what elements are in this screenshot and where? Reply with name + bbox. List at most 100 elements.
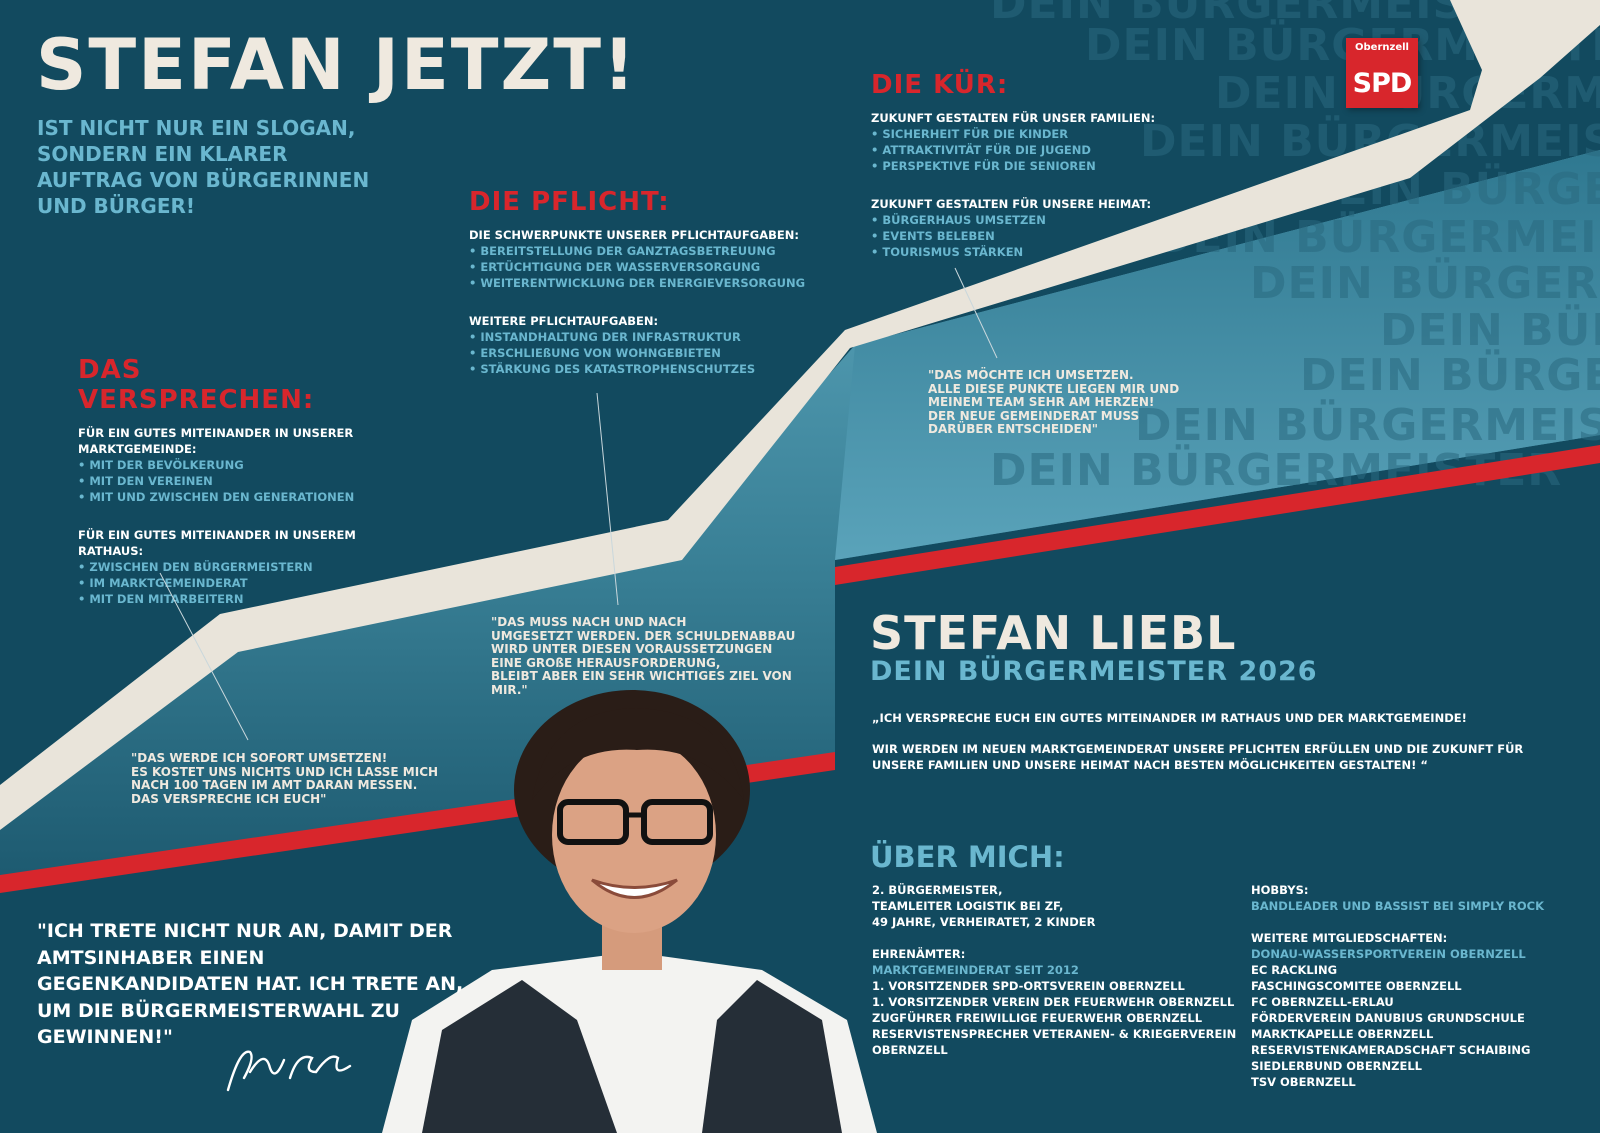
kuer-group1-list: SICHERHEIT FÜR DIE KINDER ATTRAKTIVITÄT … [871,126,1171,174]
versprechen-group1-list: MIT DER BEVÖLKERUNG MIT DEN VEREINEN MIT… [78,457,378,505]
versprechen-quote: "DAS WERDE ICH SOFORT UMSETZEN! ES KOSTE… [131,751,451,806]
versprechen-group2-heading: FÜR EIN GUTES MITEINANDER IN UNSEREM RAT… [78,528,356,558]
membership-item: EC RACKLING [1251,963,1338,977]
memberships-heading: WEITERE MITGLIEDSCHAFTEN: [1251,931,1448,945]
profile-line: TEAMLEITER LOGISTIK BEI ZF, [872,899,1064,913]
pflicht-group2-list: INSTANDHALTUNG DER INFRASTRUKTUR ERSCHLI… [469,329,809,377]
signature-stroke [226,1050,352,1092]
candidate-name: STEFAN LIEBL [870,606,1237,660]
list-item: BÜRGERHAUS UMSETZEN [871,212,1171,228]
pflicht-section: DIE PFLICHT: DIE SCHWERPUNKTE UNSERER PF… [469,187,809,377]
list-item: IM MARKTGEMEINDERAT [78,575,378,591]
list-item: ERTÜCHTIGUNG DER WASSERVERSORGUNG [469,259,809,275]
bottom-quote: "ICH TRETE NICHT NUR AN, DAMIT DER AMTSI… [37,920,464,1048]
vest-shape [702,980,842,1133]
hobbies-heading: HOBBYS: [1251,883,1309,897]
honorary-item: 1. VORSITZENDER VEREIN DER FEUERWEHR OBE… [872,995,1235,1009]
honorary-item: ZUGFÜHRER FREIWILLIGE FEUERWEHR OBERNZEL… [872,1011,1203,1025]
honorary-item: MARKTGEMEINDERAT SEIT 2012 [872,963,1079,977]
sub-slogan: IST NICHT NUR EIN SLOGAN, SONDERN EIN KL… [37,116,370,218]
logo-party-name: SPD [1352,68,1413,99]
headline: STEFAN JETZT! [36,24,637,106]
quote-line: MEINEM TEAM SEHR AM HERZEN! [928,395,1155,409]
quote-line: "DAS MUSS NACH UND NACH [491,615,687,629]
list-item: INSTANDHALTUNG DER INFRASTRUKTUR [469,329,809,345]
right-gradient-panel [835,150,1600,560]
quote-line: ALLE DIESE PUNKTE LIEGEN MIR UND [928,381,1180,396]
kuer-quote: "DAS MÖCHTE ICH UMSETZEN. ALLE DIESE PUN… [928,368,1188,437]
membership-item: FÖRDERVEREIN DANUBIUS GRUNDSCHULE [1251,1011,1525,1025]
list-item: MIT UND ZWISCHEN DEN GENERATIONEN [78,489,378,505]
quote-line: "DAS WERDE ICH SOFORT UMSETZEN! [131,751,388,765]
pflicht-title: DIE PFLICHT: [469,187,670,217]
quote-line: WIRD UNTER DIESEN VORAUSSETZUNGEN [491,642,773,656]
candidate-portrait [382,690,877,1133]
list-item: STÄRKUNG DES KATASTROPHENSCHUTZES [469,361,809,377]
hobbies-text: BANDLEADER UND BASSIST BEI SIMPLY ROCK [1251,899,1545,913]
list-item: PERSPEKTIVE FÜR DIE SENIOREN [871,158,1171,174]
versprechen-group2-list: ZWISCHEN DEN BÜRGERMEISTERN IM MARKTGEME… [78,559,378,607]
kuer-title: DIE KÜR: [871,70,1009,100]
membership-item: MARKTKAPELLE OBERNZELL [1251,1027,1434,1041]
watermark-line: DEIN BÜRGERMEISTER [1135,400,1600,451]
candidate-statement-2: WIR WERDEN IM NEUEN MARKTGEMEINDERAT UNS… [872,742,1524,772]
membership-item: FC OBERNZELL-ERLAU [1251,995,1394,1009]
quote-line: UMGESETZT WERDEN. DER SCHULDENABBAU [491,628,796,643]
pflicht-group1-list: BEREITSTELLUNG DER GANZTAGSBETREUUNG ERT… [469,243,809,291]
membership-item: TSV OBERNZELL [1251,1075,1356,1089]
membership-item: RESERVISTENKAMERADSCHAFT SCHAIBING [1251,1043,1531,1057]
list-item: SICHERHEIT FÜR DIE KINDER [871,126,1171,142]
about-left-column: 2. BÜRGERMEISTER, TEAMLEITER LOGISTIK BE… [872,882,1252,1058]
quote-line: EINE GROßE HERAUSFORDERUNG, [491,655,721,670]
versprechen-title: DAS VERSPRECHEN: [78,355,315,415]
red-stripe-right [835,445,1600,585]
list-item: ERSCHLIEßUNG VON WOHNGEBIETEN [469,345,809,361]
smile-shape [591,878,678,899]
spd-logo: Obernzell SPD [1346,38,1418,108]
watermark-line: DEIN BÜRGERMEISTER [1380,305,1600,356]
kuer-group1-heading: ZUKUNFT GESTALTEN FÜR UNSER FAMILIEN: [871,111,1156,125]
kuer-group2-heading: ZUKUNFT GESTALTEN FÜR UNSERE HEIMAT: [871,197,1152,211]
signature-graphic [226,1050,352,1092]
list-item: TOURISMUS STÄRKEN [871,244,1171,260]
hair-shape [532,708,744,800]
kuer-section: DIE KÜR: ZUKUNFT GESTALTEN FÜR UNSER FAM… [871,70,1171,260]
honorary-heading: EHRENÄMTER: [872,947,966,961]
quote-line: BLEIBT ABER EIN SEHR WICHTIGES ZIEL VON … [491,669,792,697]
list-item: BEREITSTELLUNG DER GANZTAGSBETREUUNG [469,243,809,259]
quote-line: NACH 100 TAGEN IM AMT DARAN MESSEN. [131,778,418,792]
watermark-line: DEIN BÜRGERMEISTER [1250,258,1600,309]
about-title: ÜBER MICH: [870,840,1065,874]
glasses-shape [641,799,713,845]
growth-arrow-icon [0,0,1600,830]
honorary-item: RESERVISTENSPRECHER VETERANEN- & KRIEGER… [872,1027,1237,1041]
about-right-column: HOBBYS: BANDLEADER UND BASSIST BEI SIMPL… [1251,882,1591,1090]
watermark-line: DEIN BÜRGERMEISTER [1300,350,1600,401]
profile-line: 2. BÜRGERMEISTER, [872,883,1003,897]
pflicht-group1-heading: DIE SCHWERPUNKTE UNSERER PFLICHTAUFGABEN… [469,228,799,242]
pflicht-group2-heading: WEITERE PFLICHTAUFGABEN: [469,314,659,328]
glasses-shape [557,799,629,845]
candidate-statement-1: „ICH VERSPRECHE EUCH EIN GUTES MITEINAND… [872,711,1467,725]
membership-item: SIEDLERBUND OBERNZELL [1251,1059,1423,1073]
candidate-tagline: DEIN BÜRGERMEISTER 2026 [870,656,1318,687]
list-item: WEITERENTWICKLUNG DER ENERGIEVERSORGUNG [469,275,809,291]
membership-item: FASCHINGSCOMITEE OBERNZELL [1251,979,1462,993]
honorary-item: 1. VORSITZENDER SPD-ORTSVEREIN OBERNZELL [872,979,1185,993]
membership-item: DONAU-WASSERSPORTVEREIN OBERNZELL [1251,947,1526,961]
versprechen-group1-heading: FÜR EIN GUTES MITEINANDER IN UNSERER MAR… [78,426,354,456]
honorary-item: OBERNZELL [872,1043,948,1057]
pflicht-quote: "DAS MUSS NACH UND NACH UMGESETZT WERDEN… [491,615,831,697]
list-item: ZWISCHEN DEN BÜRGERMEISTERN [78,559,378,575]
quote-line: DAS VERSPRECHE ICH EUCH" [131,791,327,806]
vest-shape [422,980,617,1133]
list-item: MIT DEN VEREINEN [78,473,378,489]
face-shape [552,737,716,933]
logo-place-name: Obernzell [1355,42,1409,53]
profile-line: 49 JAHRE, VERHEIRATET, 2 KINDER [872,915,1096,929]
quote-line: "DAS MÖCHTE ICH UMSETZEN. [928,368,1134,382]
list-item: ATTRAKTIVITÄT FÜR DIE JUGEND [871,142,1171,158]
versprechen-section: DAS VERSPRECHEN: FÜR EIN GUTES MITEINAND… [78,355,378,607]
